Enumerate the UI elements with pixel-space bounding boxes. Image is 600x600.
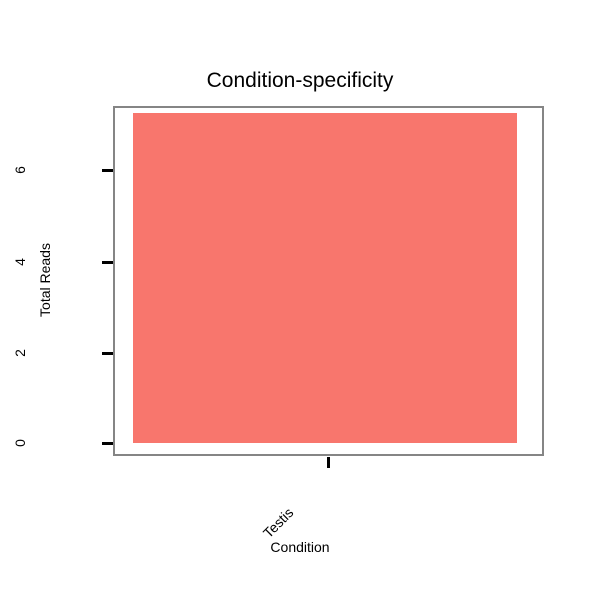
x-axis-title: Condition [270, 539, 330, 555]
y-tick-label-2: 2 [0, 346, 29, 360]
plot-area [115, 108, 542, 454]
x-tick-label-testis: Testis [259, 504, 297, 541]
y-axis-title: Total Reads [33, 215, 57, 345]
y-tick-mark-0 [102, 442, 113, 445]
bar-testis[interactable] [133, 113, 517, 443]
y-tick-label-4: 4 [0, 255, 29, 269]
y-tick-mark-6 [102, 169, 113, 172]
y-tick-label-0: 0 [0, 436, 29, 450]
plot-panel [113, 106, 544, 456]
y-tick-mark-4 [102, 261, 113, 264]
y-tick-label-0-text: 0 [12, 439, 29, 447]
y-axis-title-text: Total Reads [37, 243, 53, 317]
y-tick-label-6-text: 6 [12, 166, 29, 174]
y-tick-label-6: 6 [0, 163, 29, 177]
y-tick-mark-2 [102, 352, 113, 355]
y-tick-label-2-text: 2 [12, 349, 29, 357]
chart-title: Condition-specificity [206, 69, 394, 92]
x-tick-mark-testis [327, 457, 330, 468]
y-tick-label-4-text: 4 [12, 258, 29, 266]
